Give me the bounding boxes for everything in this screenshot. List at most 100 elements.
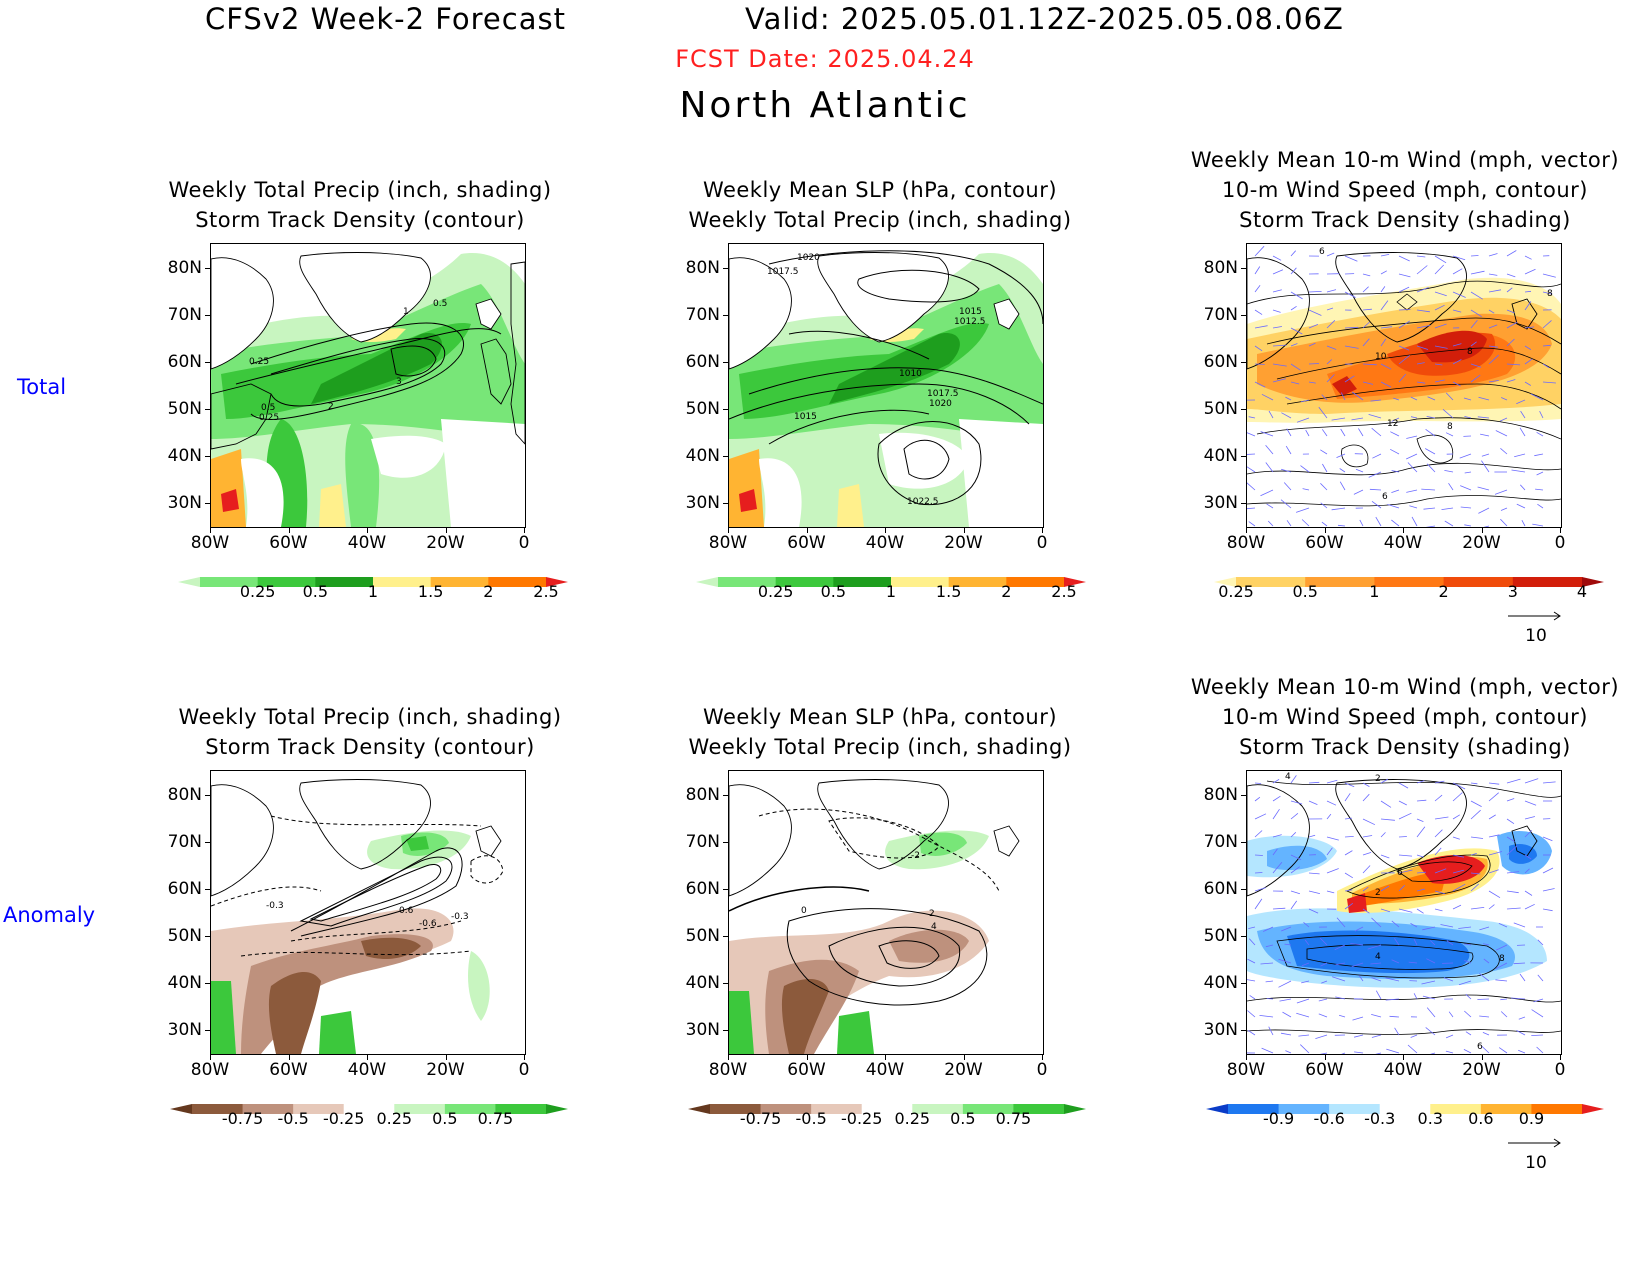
wind-vector bbox=[1326, 252, 1335, 257]
colorbar-swatch bbox=[1430, 1104, 1482, 1114]
colorbar-swatch bbox=[861, 1104, 913, 1114]
wind-vector bbox=[1254, 782, 1262, 784]
colorbar-svg bbox=[1206, 1104, 1604, 1114]
wind-vector bbox=[1511, 469, 1526, 473]
wind-vector bbox=[1398, 812, 1412, 820]
wind-vector bbox=[1371, 500, 1382, 509]
wind-vector bbox=[1442, 408, 1454, 419]
lat-label: 30N bbox=[167, 1020, 202, 1040]
colorbar-label: 0.25 bbox=[757, 582, 794, 601]
wind-vector bbox=[1434, 794, 1443, 802]
wind-vector bbox=[1445, 1034, 1454, 1039]
wind-vector bbox=[1302, 488, 1310, 491]
wind-vector bbox=[1480, 1045, 1490, 1054]
wind-vector bbox=[1351, 417, 1364, 421]
wind-vector bbox=[1452, 836, 1460, 840]
lat-label: 40N bbox=[685, 446, 720, 466]
wind-vector bbox=[1320, 502, 1328, 509]
wind-vector bbox=[1254, 381, 1266, 388]
lat-label: 60N bbox=[685, 352, 720, 372]
wind-vector bbox=[1465, 993, 1472, 1000]
wind-vector bbox=[1308, 363, 1320, 365]
wind-vector bbox=[1247, 466, 1256, 473]
lon-label: 80W bbox=[708, 533, 748, 553]
wind-vector bbox=[1351, 391, 1364, 401]
wind-vector bbox=[1326, 813, 1332, 820]
wind-vector bbox=[1465, 1031, 1472, 1036]
colorbar-label: 2.5 bbox=[533, 582, 559, 601]
colorbar-swatch bbox=[315, 577, 374, 587]
colorbar-swatch bbox=[242, 1104, 294, 1114]
wind-vector bbox=[1398, 320, 1411, 329]
panel-title-wind-anom: Weekly Mean 10-m Wind (mph, vector) 10-m… bbox=[1190, 675, 1620, 759]
colorbar-label: 2.5 bbox=[1051, 582, 1077, 601]
wind-vector bbox=[1344, 255, 1358, 262]
wind-vector bbox=[1531, 1009, 1544, 1018]
wind-vector bbox=[1300, 465, 1310, 473]
wind-vector bbox=[1519, 427, 1526, 437]
wind-vector bbox=[1272, 848, 1278, 856]
contour-label: 2 bbox=[1375, 774, 1381, 784]
wind-vector bbox=[1524, 326, 1535, 329]
wind-vector bbox=[1308, 800, 1318, 805]
wind-vector bbox=[1542, 867, 1554, 874]
wind-vector bbox=[1506, 890, 1519, 894]
wind-vector bbox=[1300, 1044, 1310, 1054]
wind-vector bbox=[1495, 430, 1508, 437]
wind-vector bbox=[1380, 381, 1392, 388]
wind-vector bbox=[1398, 373, 1407, 383]
wind-vector bbox=[1254, 854, 1263, 856]
wind-vector bbox=[1410, 923, 1418, 928]
lon-tick bbox=[210, 1055, 211, 1060]
wind-vector bbox=[1495, 979, 1508, 982]
lon-tick bbox=[1403, 528, 1404, 533]
wind-vector bbox=[1340, 392, 1346, 401]
colorbar-label: 1 bbox=[367, 582, 379, 601]
lat-tick bbox=[1241, 983, 1246, 984]
wind-vector bbox=[1506, 321, 1518, 329]
wind-vector bbox=[1416, 780, 1425, 784]
wind-vector bbox=[1362, 273, 1371, 277]
wind-vector bbox=[1506, 871, 1520, 874]
wind-vector bbox=[1272, 779, 1280, 784]
slp-anom-contours bbox=[729, 808, 1000, 1006]
lat-tick bbox=[1241, 936, 1246, 937]
wind-vector bbox=[1391, 519, 1400, 527]
lat-tick bbox=[1241, 409, 1246, 410]
colorbar-swatch bbox=[718, 577, 777, 587]
wind-vector bbox=[1421, 488, 1436, 491]
colorbar-swatch bbox=[891, 577, 950, 587]
wind-vector bbox=[1272, 795, 1281, 802]
wind-vector bbox=[1506, 379, 1516, 383]
lat-label: 50N bbox=[167, 926, 202, 946]
wind-vector bbox=[1488, 345, 1498, 348]
wind-vector bbox=[1371, 427, 1382, 437]
wind-vector bbox=[1318, 406, 1328, 419]
lat-label: 40N bbox=[685, 973, 720, 993]
colorbar-swatch bbox=[200, 577, 259, 587]
colorbar-label: -0.3 bbox=[1364, 1109, 1396, 1128]
wind-vector bbox=[1445, 1050, 1454, 1054]
wind-speed-contours bbox=[1247, 280, 1561, 507]
wind-vector bbox=[1434, 847, 1442, 856]
wind-vector bbox=[1254, 830, 1263, 838]
colorbar-swatch bbox=[488, 577, 547, 587]
wind-vector bbox=[1434, 291, 1447, 297]
wind-vector bbox=[1319, 937, 1328, 946]
colorbar-swatch bbox=[1006, 577, 1065, 587]
wind-vector bbox=[1372, 453, 1382, 459]
wind-vector bbox=[1371, 1034, 1382, 1038]
lon-label: 20W bbox=[426, 1060, 465, 1080]
precip-shading bbox=[211, 253, 525, 527]
wind-vector bbox=[1480, 433, 1490, 437]
colorbar-swatch bbox=[430, 577, 489, 587]
lat-label: 60N bbox=[685, 879, 720, 899]
wind-vector bbox=[1479, 1015, 1490, 1018]
wind-vector bbox=[1446, 940, 1454, 946]
wind-vector bbox=[1416, 888, 1425, 892]
coastlines bbox=[211, 779, 502, 897]
wind-vector bbox=[1358, 975, 1364, 982]
wind-vector bbox=[1362, 793, 1370, 802]
lat-tick bbox=[205, 362, 210, 363]
wind-vector bbox=[1296, 417, 1310, 423]
